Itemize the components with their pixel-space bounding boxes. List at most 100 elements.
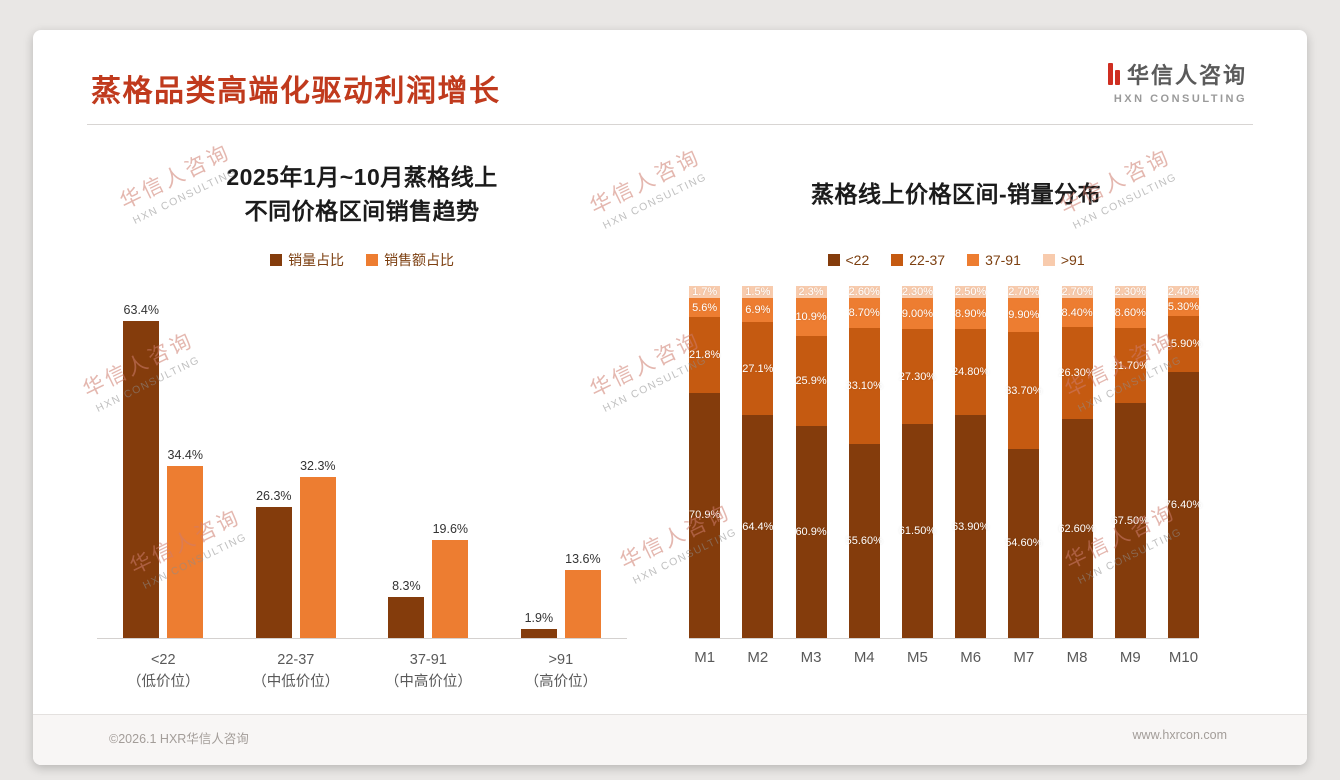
legend-label: <22 xyxy=(845,252,870,268)
segment-value-label: 21.8% xyxy=(689,349,721,362)
stacked-bar: 2.30% 9.00% 27.30% 61.50% xyxy=(899,286,936,638)
x-axis-label-tier: （中高价位） xyxy=(384,674,472,691)
slide-card: 华信人咨询 HXN CONSULTING 华信人咨询 HXN CONSULTING 华信… xyxy=(33,30,1307,765)
segment-value-label: 15.90% xyxy=(1164,338,1203,351)
stacked-bar: 2.70% 8.40% 26.30% 62.60% xyxy=(1058,286,1096,639)
stacked-bar-chart: 蒸格线上价格区间-销量分布 <22 22-37 37-91 >91 1.7% 5.6% 2… xyxy=(661,125,1251,714)
segment-value-label: 67.50% xyxy=(1111,514,1149,527)
legend-label: >91 xyxy=(1060,252,1085,268)
x-axis-label: 22-37 （中低价位） xyxy=(236,649,356,694)
bar-value-label: 32.3% xyxy=(300,458,336,473)
bar-value-label: 1.9% xyxy=(524,610,554,625)
segment-value-label: 2.50% xyxy=(955,286,987,298)
bar-segment: 70.9% xyxy=(689,392,720,639)
bar: 8.3% xyxy=(388,579,425,638)
x-axis-label: 37-91 （中高价位） xyxy=(368,649,488,694)
stacked-bar: 2.3% 10.9% 25.9% 60.9% xyxy=(795,286,827,639)
segment-value-label: 2.30% xyxy=(1114,286,1146,298)
bar: 19.6% xyxy=(432,522,469,638)
bar-segment: 76.40% xyxy=(1164,371,1203,638)
bar-segment: 27.30% xyxy=(899,329,936,425)
slide-footer: ©2026.1 HXR华信人咨询 www.hxrcon.com xyxy=(33,714,1307,765)
right-chart-legend: <22 22-37 37-91 >91 xyxy=(661,251,1251,269)
bar-segment: 2.3% xyxy=(795,286,827,298)
left-chart-plot: 63.4% 34.4% 26.3% 32.3% 8.3% 19.6% 1.9% 13.6% xyxy=(97,287,628,639)
left-chart-x-axis: <22 （低价位） 22-37 （中低价位） 37-91 （中高价位） >91 （高价位） xyxy=(97,649,627,694)
left-chart-title-line2: 不同价格区间销售趋势 xyxy=(244,198,480,224)
x-axis-label-tier: （高价位） xyxy=(524,674,598,691)
bar-segment: 10.9% xyxy=(795,298,827,336)
logo-icon xyxy=(1107,63,1120,85)
bar: 1.9% xyxy=(520,611,557,638)
x-axis-label: M7 xyxy=(1013,649,1035,666)
bar-segment: 2.50% xyxy=(955,286,986,298)
bar-segment: 54.60% xyxy=(1005,448,1043,639)
segment-value-label: 54.60% xyxy=(1005,537,1043,550)
bar: 34.4% xyxy=(167,448,204,638)
bar-segment: 1.7% xyxy=(689,286,721,298)
legend-swatch xyxy=(270,254,283,266)
bar-value-label: 63.4% xyxy=(123,303,159,317)
stacked-bar: 2.50% 8.90% 24.80% 63.90% xyxy=(951,286,990,638)
stacked-bar: 2.40% 5.30% 15.90% 76.40% xyxy=(1164,286,1203,638)
bar-group: 26.3% 32.3% xyxy=(255,459,336,638)
segment-value-label: 24.80% xyxy=(951,366,990,379)
bar-value-label: 8.3% xyxy=(392,578,421,593)
legend-swatch xyxy=(891,254,904,266)
bar-segment: 21.70% xyxy=(1112,327,1149,404)
bar-segment: 2.70% xyxy=(1061,286,1093,298)
stacked-bar: 1.5% 6.9% 27.1% 64.4% xyxy=(742,286,773,638)
legend-item: <22 xyxy=(827,252,870,268)
left-chart-title-line1: 2025年1月~10月蒸格线上 xyxy=(226,163,498,190)
bar-segment: 63.90% xyxy=(951,415,990,638)
company-logo: 华信人咨询 HXN CONSULTING xyxy=(1107,58,1247,105)
segment-value-label: 8.40% xyxy=(1061,306,1093,319)
segment-value-label: 1.5% xyxy=(745,286,771,298)
bar-segment: 8.70% xyxy=(848,298,880,329)
bar-segment: 25.9% xyxy=(795,335,827,427)
slide-header: 蒸格品类高端化驱动利润增长 华信人咨询 HXN CONSULTING xyxy=(33,30,1307,124)
bar-segment: 24.80% xyxy=(951,329,990,416)
x-axis-label: M3 xyxy=(800,649,822,666)
bar-segment: 5.30% xyxy=(1168,298,1199,317)
bar-segment: 60.9% xyxy=(795,426,827,639)
header-divider xyxy=(87,124,1253,125)
segment-value-label: 76.40% xyxy=(1164,498,1203,511)
segment-value-label: 2.40% xyxy=(1167,286,1200,298)
bar-segment: 27.1% xyxy=(742,321,773,416)
segment-value-label: 2.70% xyxy=(1061,286,1093,298)
x-axis-label: M4 xyxy=(853,649,875,666)
charts-area: 2025年1月~10月蒸格线上 不同价格区间销售趋势 销量占比 销售额占比 63.… xyxy=(33,125,1307,714)
bar-segment: 8.60% xyxy=(1115,298,1146,328)
segment-value-label: 8.70% xyxy=(848,307,880,320)
x-axis-label: M6 xyxy=(960,649,982,666)
segment-value-label: 63.90% xyxy=(951,520,990,533)
x-axis-label: <22 （低价位） xyxy=(103,649,223,694)
legend-swatch xyxy=(827,254,840,266)
segment-value-label: 9.00% xyxy=(901,307,934,320)
segment-value-label: 60.9% xyxy=(795,526,827,539)
x-axis-label: M1 xyxy=(694,649,716,666)
legend-swatch xyxy=(366,254,379,266)
x-axis-label-range: 22-37 xyxy=(277,652,315,668)
segment-value-label: 9.90% xyxy=(1008,309,1040,322)
x-axis-label: M8 xyxy=(1066,649,1088,666)
legend-item: 销量占比 xyxy=(270,250,344,270)
segment-value-label: 62.60% xyxy=(1058,522,1096,535)
left-chart-title: 2025年1月~10月蒸格线上 不同价格区间销售趋势 xyxy=(89,153,635,235)
legend-item: 销售额占比 xyxy=(366,250,454,270)
bar-segment: 61.50% xyxy=(899,424,936,638)
x-axis-label: M5 xyxy=(907,649,928,666)
bar-segment: 8.40% xyxy=(1061,298,1093,328)
left-chart-legend: 销量占比 销售额占比 xyxy=(89,251,635,269)
x-axis-label-range: 37-91 xyxy=(409,652,447,668)
bar-segment: 64.4% xyxy=(742,415,773,638)
stacked-bar: 2.30% 8.60% 21.70% 67.50% xyxy=(1111,286,1149,638)
bar-segment: 62.60% xyxy=(1058,419,1096,639)
segment-value-label: 2.70% xyxy=(1008,286,1040,298)
bar: 32.3% xyxy=(299,459,336,638)
bar-value-label: 13.6% xyxy=(565,552,601,566)
right-chart-x-axis: M1 M2 M3 M4 M5 M6 M7 M8 M9 M10 xyxy=(689,649,1199,666)
bar-segment: 33.70% xyxy=(1005,332,1043,449)
